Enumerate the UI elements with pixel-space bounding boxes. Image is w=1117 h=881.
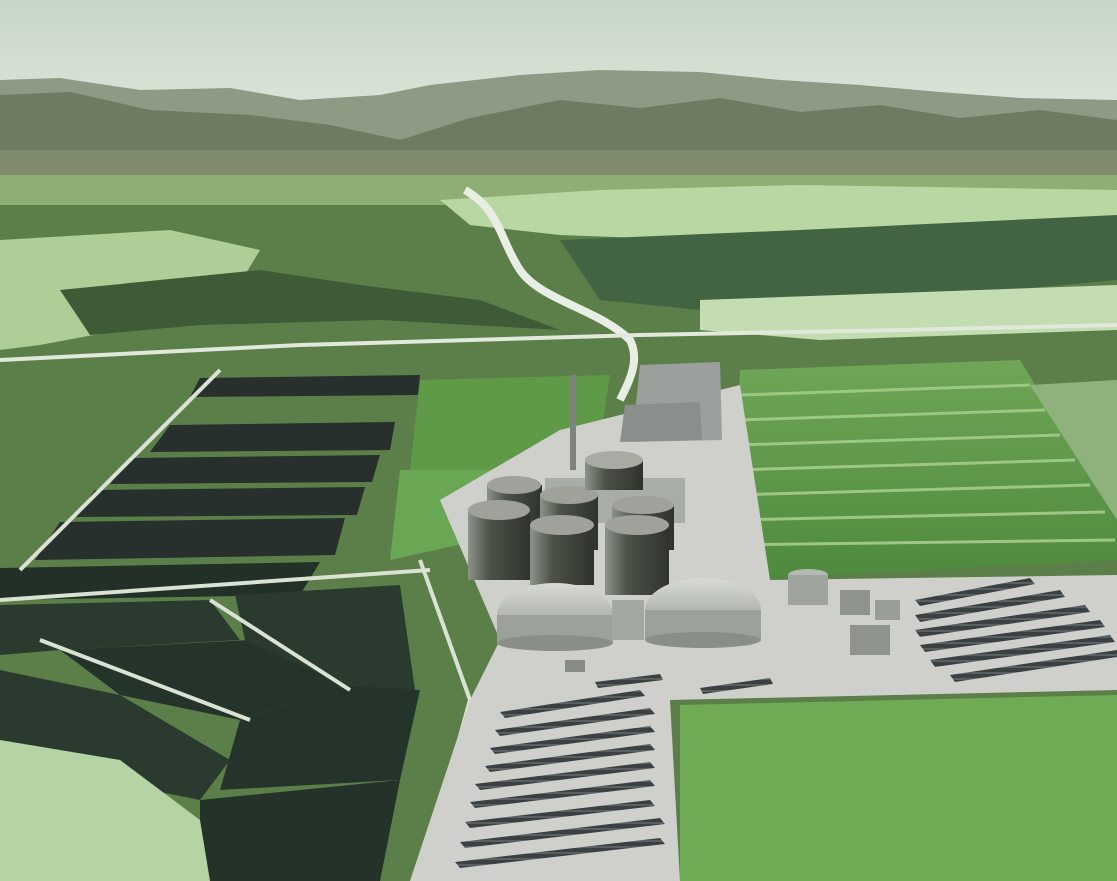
- dark-scrub-left: [60, 270, 560, 335]
- solar-array-right: [915, 578, 1117, 682]
- storage-tanks: [468, 451, 674, 595]
- digester-domes: [497, 569, 828, 651]
- chimney-stack: [570, 375, 576, 470]
- green-field-bottom-right: [680, 695, 1117, 881]
- pond-dike-roads: [0, 368, 473, 881]
- winding-road: [462, 186, 639, 402]
- crop-fields-right: [727, 360, 1117, 580]
- scrub-band-right: [560, 215, 1117, 310]
- solar-array-bottom: [455, 674, 773, 868]
- equipment-blocks: [565, 590, 900, 672]
- dark-ponds: [0, 375, 420, 881]
- field-road-horizontal: [0, 323, 1117, 362]
- light-field-bottom-left: [0, 740, 210, 881]
